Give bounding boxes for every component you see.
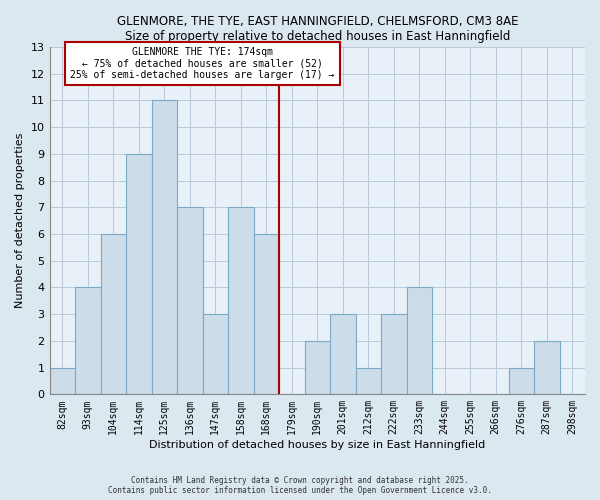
- Bar: [381, 314, 407, 394]
- Bar: [203, 314, 228, 394]
- Bar: [254, 234, 279, 394]
- Bar: [330, 314, 356, 394]
- Bar: [534, 341, 560, 394]
- Bar: [228, 208, 254, 394]
- Bar: [407, 288, 432, 395]
- Bar: [152, 100, 177, 395]
- Bar: [75, 288, 101, 395]
- Title: GLENMORE, THE TYE, EAST HANNINGFIELD, CHELMSFORD, CM3 8AE
Size of property relat: GLENMORE, THE TYE, EAST HANNINGFIELD, CH…: [116, 15, 518, 43]
- Bar: [305, 341, 330, 394]
- Bar: [356, 368, 381, 394]
- Bar: [101, 234, 126, 394]
- Y-axis label: Number of detached properties: Number of detached properties: [15, 133, 25, 308]
- Bar: [509, 368, 534, 394]
- Bar: [50, 368, 75, 394]
- Text: Contains HM Land Registry data © Crown copyright and database right 2025.
Contai: Contains HM Land Registry data © Crown c…: [108, 476, 492, 495]
- Bar: [126, 154, 152, 394]
- Bar: [177, 208, 203, 394]
- Text: GLENMORE THE TYE: 174sqm
← 75% of detached houses are smaller (52)
25% of semi-d: GLENMORE THE TYE: 174sqm ← 75% of detach…: [70, 47, 335, 80]
- X-axis label: Distribution of detached houses by size in East Hanningfield: Distribution of detached houses by size …: [149, 440, 485, 450]
